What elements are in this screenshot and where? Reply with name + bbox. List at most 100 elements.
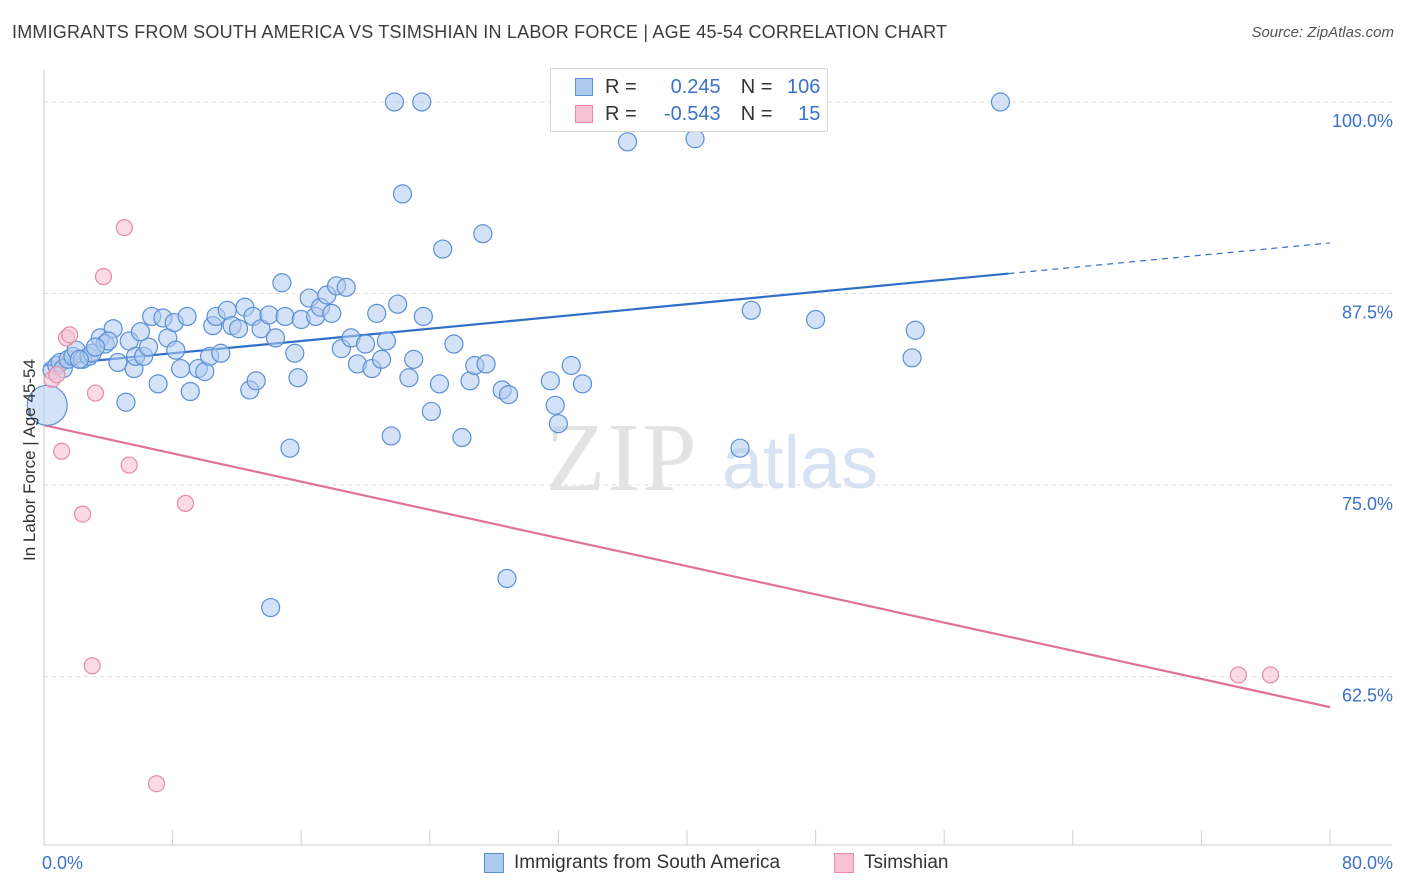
x-tick-label: 0.0% xyxy=(42,853,83,873)
point-south-america xyxy=(473,224,493,244)
watermark-atlas: atlas xyxy=(722,421,878,504)
stats-row-blue: R = 0.245 N = 106 xyxy=(575,74,820,100)
point-south-america xyxy=(902,348,922,368)
point-south-america xyxy=(617,132,638,152)
point-south-america xyxy=(246,371,266,391)
point-tsimshian xyxy=(94,268,113,286)
point-south-america xyxy=(280,438,300,458)
point-south-america xyxy=(399,368,419,388)
point-south-america xyxy=(228,319,249,339)
point-south-america xyxy=(116,392,136,412)
point-south-america xyxy=(376,331,396,351)
point-south-america xyxy=(275,306,295,327)
point-south-america xyxy=(130,322,151,342)
n-label: N = xyxy=(740,75,773,98)
point-south-america xyxy=(572,374,593,394)
point-south-america xyxy=(412,92,432,112)
point-south-america xyxy=(355,334,376,354)
point-south-america xyxy=(171,358,191,379)
n-label: N = xyxy=(740,102,773,125)
point-tsimshian xyxy=(115,219,133,237)
point-south-america xyxy=(336,277,356,297)
stats-row-pink: R = -0.543 N = 15 xyxy=(575,101,820,127)
point-south-america xyxy=(476,354,496,374)
legend-item-south-america: Immigrants from South America xyxy=(484,852,780,874)
point-south-america xyxy=(177,306,197,327)
point-tsimshian xyxy=(1229,666,1247,684)
r-label: R = xyxy=(605,75,637,98)
point-tsimshian xyxy=(1261,666,1280,684)
pink-swatch xyxy=(834,853,854,873)
blue-swatch xyxy=(484,853,504,873)
point-south-america xyxy=(561,355,581,376)
point-south-america xyxy=(69,349,89,369)
point-south-america xyxy=(85,337,106,357)
point-south-america xyxy=(381,426,401,446)
point-south-america xyxy=(413,306,433,327)
point-south-america xyxy=(166,340,186,360)
point-south-america xyxy=(540,371,560,391)
point-tsimshian xyxy=(83,657,101,675)
point-south-america xyxy=(272,273,292,293)
r-value: -0.543 xyxy=(663,102,721,125)
watermark-zip: ZIP xyxy=(546,404,699,512)
watermark: ZIP atlas xyxy=(546,404,879,512)
point-south-america xyxy=(905,320,925,340)
point-tsimshian xyxy=(176,494,195,512)
point-tsimshian xyxy=(86,384,105,402)
point-tsimshian xyxy=(53,442,71,460)
stats-legend: R = 0.245 N = 106 R = -0.543 N = 15 xyxy=(550,68,828,132)
point-tsimshian xyxy=(147,775,166,793)
axes xyxy=(43,70,1392,846)
series-legend: Immigrants from South America Tsimshian xyxy=(0,852,1406,878)
point-south-america xyxy=(685,129,705,149)
x-tick-label: 80.0% xyxy=(1342,853,1393,873)
data-points xyxy=(26,92,1280,793)
n-value: 106 xyxy=(787,75,821,98)
point-south-america xyxy=(433,239,453,259)
pink-swatch xyxy=(575,105,593,123)
y-tick-label: 62.5% xyxy=(1342,685,1393,705)
y-tick-label: 100.0% xyxy=(1332,111,1393,131)
point-south-america xyxy=(367,303,387,323)
point-south-america xyxy=(452,427,472,448)
r-label: R = xyxy=(605,102,637,125)
point-tsimshian xyxy=(73,505,92,523)
source-credit: Source: ZipAtlas.com xyxy=(1251,24,1394,41)
legend-label: Tsimshian xyxy=(864,852,949,873)
gridlines xyxy=(44,101,1392,677)
point-tsimshian xyxy=(48,366,66,384)
point-south-america xyxy=(265,328,286,348)
legend-label: Immigrants from South America xyxy=(514,852,781,873)
blue-swatch xyxy=(575,78,593,96)
point-south-america xyxy=(180,381,200,402)
trend-line-tsimshian xyxy=(43,424,1331,709)
point-south-america xyxy=(421,401,442,422)
point-south-america xyxy=(498,384,519,405)
point-south-america xyxy=(404,349,424,369)
point-south-america xyxy=(805,309,826,330)
point-tsimshian xyxy=(61,326,79,344)
point-south-america xyxy=(285,343,305,363)
point-south-america xyxy=(990,92,1011,112)
legend-item-tsimshian: Tsimshian xyxy=(834,852,948,874)
point-south-america xyxy=(429,374,450,394)
point-south-america xyxy=(384,92,405,112)
point-south-america xyxy=(497,568,517,589)
point-south-america xyxy=(322,303,342,323)
point-south-america xyxy=(392,184,413,204)
r-value: 0.245 xyxy=(670,75,721,98)
n-value: 15 xyxy=(798,102,821,125)
y-tick-label: 75.0% xyxy=(1342,494,1393,514)
chart-title: IMMIGRANTS FROM SOUTH AMERICA VS TSIMSHI… xyxy=(12,22,948,42)
point-tsimshian xyxy=(120,456,138,474)
point-south-america xyxy=(259,305,279,325)
point-south-america xyxy=(545,395,565,415)
trend-extension-south-america xyxy=(1008,242,1331,275)
point-south-america xyxy=(138,337,159,357)
point-south-america xyxy=(261,597,281,618)
point-south-america xyxy=(148,374,168,394)
point-south-america xyxy=(444,334,464,354)
point-south-america xyxy=(388,294,408,314)
point-south-america xyxy=(211,343,231,363)
